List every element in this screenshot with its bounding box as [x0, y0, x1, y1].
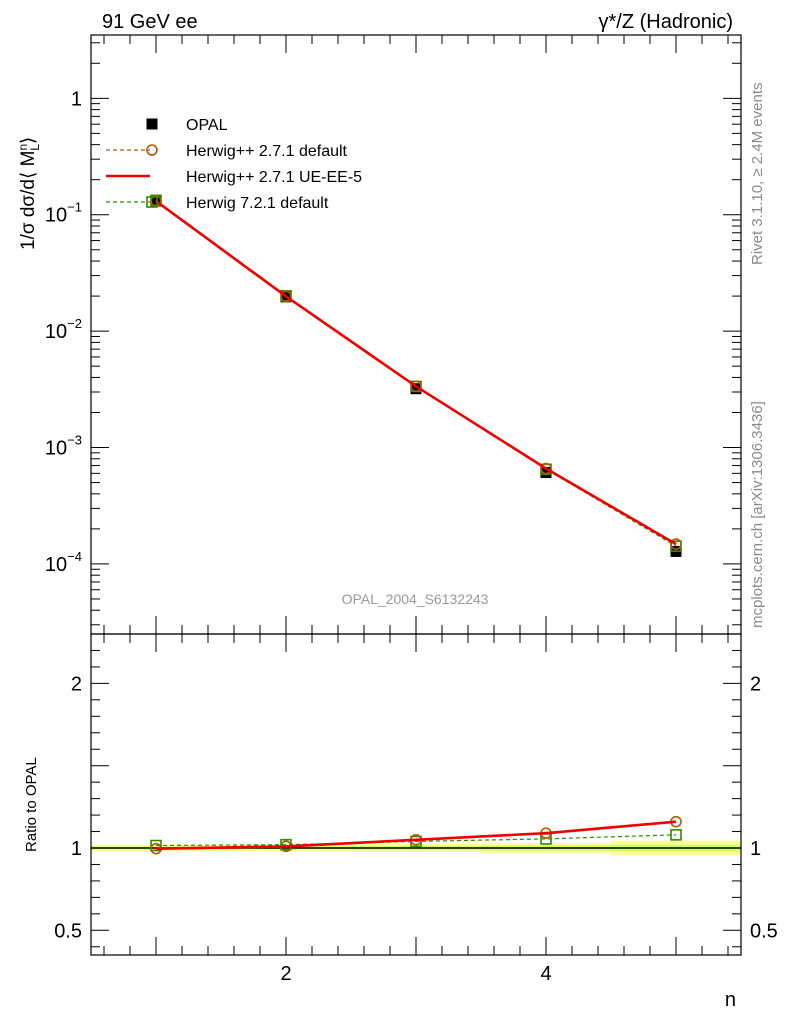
main-y-tick-label: 1 — [71, 88, 82, 110]
ratio-y-axis-title: Ratio to OPAL — [23, 757, 40, 852]
legend-marker — [146, 118, 158, 130]
x-axis-title: n — [725, 989, 736, 1011]
main-y-tick-label: 10−1 — [45, 200, 82, 227]
legend-label: Herwig 7.2.1 default — [186, 195, 329, 212]
ratio-y-tick-label: 1 — [71, 838, 82, 860]
main-y-tick-label: 10−2 — [45, 316, 82, 343]
legend-marker — [146, 144, 158, 156]
mcplots-credit-text: mcplots.cern.ch [arXiv:1306.3436] — [749, 401, 766, 628]
main-point-herwig-2-7-1-default — [670, 538, 682, 550]
main-panel: 1 10−1 10−2 10−3 10−4 — [45, 34, 742, 635]
analysis-id-label: OPAL_2004_S6132243 — [342, 591, 489, 607]
main-y-axis-title: 1/σ dσ/d⟨ MnL⟩ — [16, 137, 42, 250]
main-point-herwig-2-7-1-default — [540, 462, 552, 475]
legend-label: Herwig++ 2.7.1 default — [186, 143, 348, 160]
legend-label: OPAL — [186, 117, 228, 134]
x-tick-label: 2 — [280, 963, 291, 985]
svg-text:1/σ dσ/d⟨ MnL⟩: 1/σ dσ/d⟨ MnL⟩ — [16, 137, 42, 250]
main-line-herwig-2-7-1-ue-ee-5 — [155, 200, 677, 546]
ratio-y-tick-label: 2 — [71, 673, 82, 695]
header-left: 91 GeV ee — [102, 11, 198, 33]
ratio-point-herwig-7-2-1-default — [670, 829, 682, 841]
main-y-tick-label: 10−4 — [45, 549, 82, 576]
ratio-line-herwig-2-7-1-ue-ee-5 — [155, 820, 677, 850]
legend-marker — [146, 196, 158, 208]
ratio-frame — [90, 633, 742, 956]
ratio-y-tick-label-right: 0.5 — [750, 920, 778, 942]
main-y-tick-label: 10−3 — [45, 433, 82, 460]
main-point-opal — [150, 195, 162, 207]
header-right: γ*/Z (Hadronic) — [599, 11, 733, 33]
x-tick-label: 4 — [540, 963, 551, 985]
main-line-herwig-2-7-1-default — [155, 200, 677, 545]
main-line-herwig-7-2-1-default — [155, 199, 677, 547]
ratio-line-herwig-7-2-1-default — [155, 834, 677, 847]
main-point-opal — [540, 467, 552, 479]
rivet-version-text: Rivet 3.1.10, ≥ 2.4M events — [749, 83, 766, 266]
main-point-opal — [410, 383, 422, 395]
main-point-herwig-2-7-1-default — [410, 380, 422, 393]
ratio-y-tick-label: 0.5 — [54, 920, 82, 942]
ratio-y-tick-label-right: 1 — [750, 838, 761, 860]
main-point-herwig-2-7-1-default — [280, 290, 292, 303]
main-point-herwig-2-7-1-default — [150, 195, 162, 207]
ratio-y-tick-label-right: 2 — [750, 673, 761, 695]
legend: OPAL Herwig++ 2.7.1 default Herwig++ 2.7.1… — [106, 117, 362, 212]
ratio-panel: 2 4 2 2 1 1 0.5 0.5 — [54, 633, 778, 985]
ratio-point-herwig-7-2-1-default — [150, 839, 162, 852]
legend-label: Herwig++ 2.7.1 UE-EE-5 — [186, 169, 362, 186]
